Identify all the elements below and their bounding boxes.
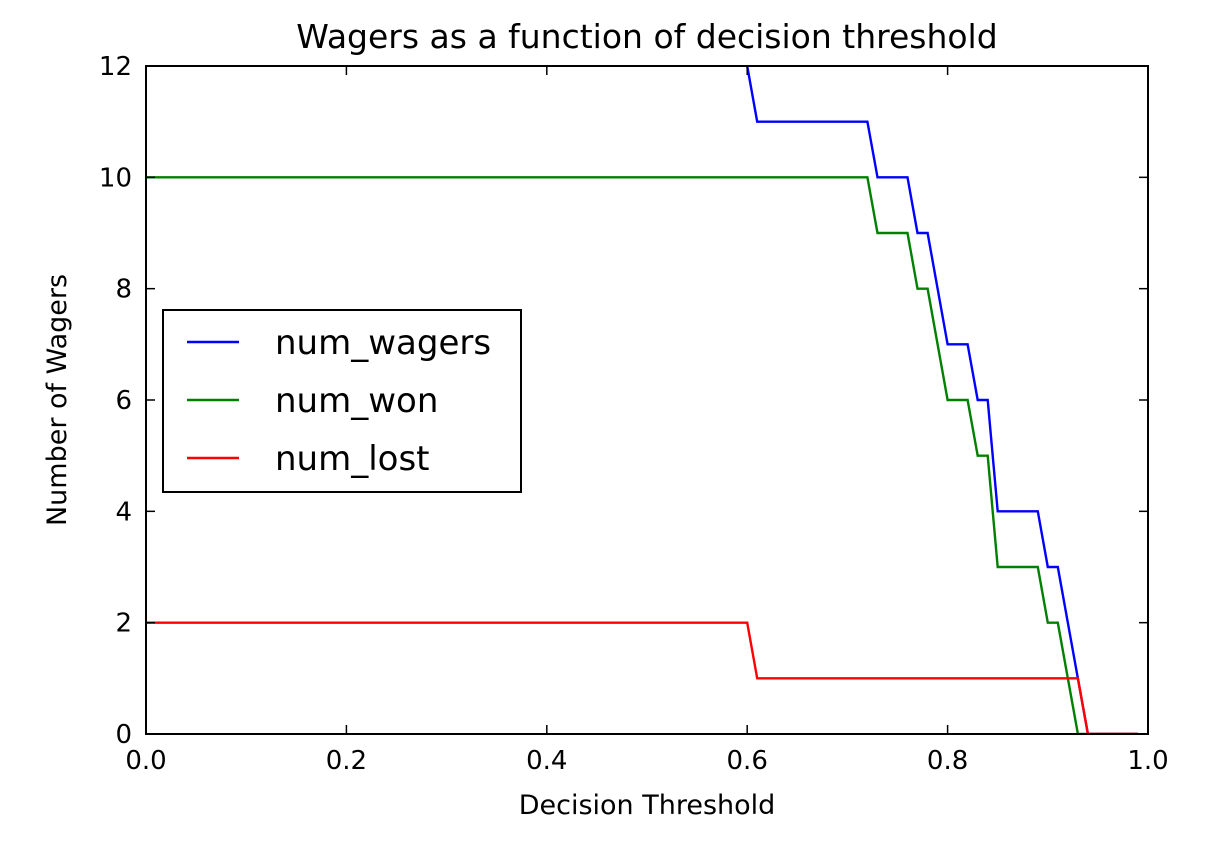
legend-label-num-wagers: num_wagers — [275, 323, 491, 363]
x-tick-label: 0.8 — [927, 746, 968, 776]
series-line-num-lost — [146, 621, 1138, 734]
legend-label-num-lost: num_lost — [275, 439, 430, 479]
y-tick-label: 2 — [115, 609, 132, 639]
legend-label-num-won: num_won — [275, 381, 438, 421]
legend: num_wagers num_won num_lost — [162, 309, 522, 493]
x-axis-title: Decision Threshold — [519, 790, 776, 821]
x-tick-label: 0.6 — [727, 746, 768, 776]
plot-area-frame — [145, 65, 1149, 735]
tick-layer: 0.0 0.2 0.4 0.6 0.8 1.0 0 2 4 6 8 10 12 — [99, 52, 1169, 776]
x-tick-label: 0.0 — [125, 746, 166, 776]
y-tick-label: 4 — [115, 497, 132, 527]
x-tick-label: 1.0 — [1127, 746, 1168, 776]
x-tick-label: 0.2 — [326, 746, 367, 776]
series-layer — [146, 66, 1138, 734]
series-line-num-won — [146, 176, 1138, 734]
y-tick-label: 10 — [99, 163, 132, 193]
y-tick-label: 6 — [115, 386, 132, 416]
y-tick-label: 0 — [115, 720, 132, 750]
y-tick-label: 8 — [115, 275, 132, 305]
y-axis-title: Number of Wagers — [42, 274, 73, 526]
x-tick-label: 0.4 — [526, 746, 567, 776]
series-line-num-wagers — [746, 66, 1138, 734]
y-tick-label: 12 — [99, 52, 132, 82]
chart-title: Wagers as a function of decision thresho… — [296, 17, 997, 56]
